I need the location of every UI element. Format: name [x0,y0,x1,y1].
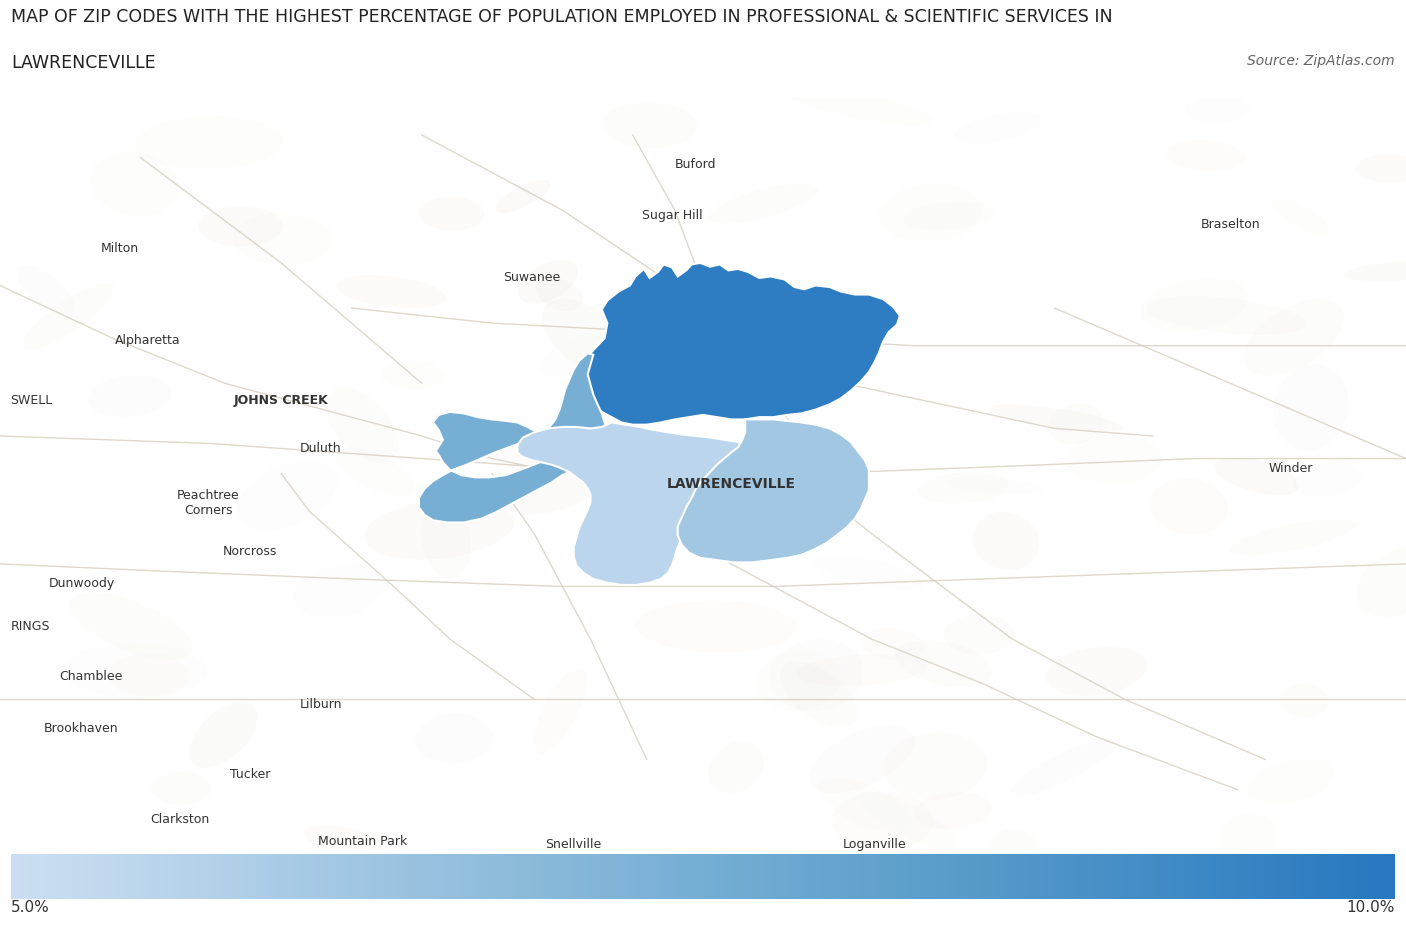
Text: MAP OF ZIP CODES WITH THE HIGHEST PERCENTAGE OF POPULATION EMPLOYED IN PROFESSIO: MAP OF ZIP CODES WITH THE HIGHEST PERCEN… [11,7,1114,26]
Ellipse shape [419,197,485,231]
Text: JOHNS CREEK: JOHNS CREEK [233,394,329,407]
Ellipse shape [1271,197,1330,237]
Ellipse shape [883,733,987,799]
Ellipse shape [602,103,697,149]
Text: Mountain Park: Mountain Park [318,834,408,847]
Text: Milton: Milton [100,242,139,256]
Polygon shape [517,423,745,585]
Ellipse shape [22,284,114,350]
Ellipse shape [1272,365,1348,451]
Ellipse shape [415,714,492,764]
Ellipse shape [150,772,211,805]
Text: Sugar Hill: Sugar Hill [641,209,703,221]
Ellipse shape [381,361,446,390]
Ellipse shape [1011,739,1118,796]
Ellipse shape [1066,434,1161,486]
Ellipse shape [1146,297,1306,335]
Ellipse shape [1215,458,1299,496]
Ellipse shape [973,512,1039,571]
Polygon shape [419,354,607,523]
Ellipse shape [364,499,515,560]
Text: Source: ZipAtlas.com: Source: ZipAtlas.com [1247,54,1395,68]
Ellipse shape [420,498,471,578]
Ellipse shape [519,260,578,304]
Ellipse shape [1357,547,1406,618]
Ellipse shape [1049,404,1102,446]
Ellipse shape [735,361,782,397]
Ellipse shape [990,830,1038,858]
Ellipse shape [879,184,981,243]
Ellipse shape [1229,519,1357,556]
Ellipse shape [495,181,551,214]
Ellipse shape [325,388,399,462]
Ellipse shape [990,405,1122,432]
Text: Brookhaven: Brookhaven [44,722,120,735]
Ellipse shape [780,662,858,728]
Text: RINGS: RINGS [11,620,51,633]
Ellipse shape [915,793,993,829]
Ellipse shape [707,184,818,225]
Ellipse shape [1150,478,1229,535]
Ellipse shape [1046,647,1147,696]
Text: SWELL: SWELL [10,394,52,407]
Text: LAWRENCEVILLE: LAWRENCEVILLE [11,54,156,72]
Ellipse shape [482,428,546,470]
Text: Tucker: Tucker [231,767,270,780]
Ellipse shape [15,266,75,314]
Polygon shape [585,264,900,425]
Ellipse shape [1344,261,1406,283]
Polygon shape [678,420,869,563]
Ellipse shape [859,628,925,660]
Ellipse shape [943,615,1015,655]
Text: Lilburn: Lilburn [299,696,342,709]
Ellipse shape [1279,684,1329,718]
Text: Chamblee: Chamblee [59,669,124,682]
Ellipse shape [509,466,609,515]
Ellipse shape [894,640,993,687]
Ellipse shape [709,742,763,794]
Ellipse shape [336,276,446,309]
Ellipse shape [70,592,193,661]
Ellipse shape [536,279,583,312]
Text: Braselton: Braselton [1201,218,1260,231]
Text: Clarkston: Clarkston [150,812,209,825]
Ellipse shape [1140,278,1249,333]
Text: LAWRENCEVILLE: LAWRENCEVILLE [666,476,796,490]
Text: Suwanee: Suwanee [503,271,560,284]
Text: Winder: Winder [1268,461,1313,475]
Ellipse shape [756,650,841,711]
Ellipse shape [918,473,1008,505]
Ellipse shape [1355,155,1406,183]
Text: Norcross: Norcross [224,544,277,557]
Text: Duluth: Duluth [299,441,342,454]
Text: Dunwoody: Dunwoody [48,577,115,590]
Text: Peachtree
Corners: Peachtree Corners [177,489,239,517]
Ellipse shape [534,668,586,753]
Ellipse shape [832,791,934,851]
Text: 5.0%: 5.0% [11,899,51,914]
Text: Snellville: Snellville [546,838,602,851]
Ellipse shape [636,601,797,652]
Ellipse shape [198,207,283,247]
Ellipse shape [543,300,630,376]
Text: Loganville: Loganville [842,838,907,851]
Ellipse shape [1243,300,1344,376]
Text: Alpharetta: Alpharetta [115,334,180,347]
Ellipse shape [190,702,257,768]
Text: Buford: Buford [675,158,717,171]
Ellipse shape [808,725,915,794]
Ellipse shape [304,826,387,855]
Text: 10.0%: 10.0% [1347,899,1395,914]
Ellipse shape [1166,141,1246,172]
Ellipse shape [1247,758,1336,804]
